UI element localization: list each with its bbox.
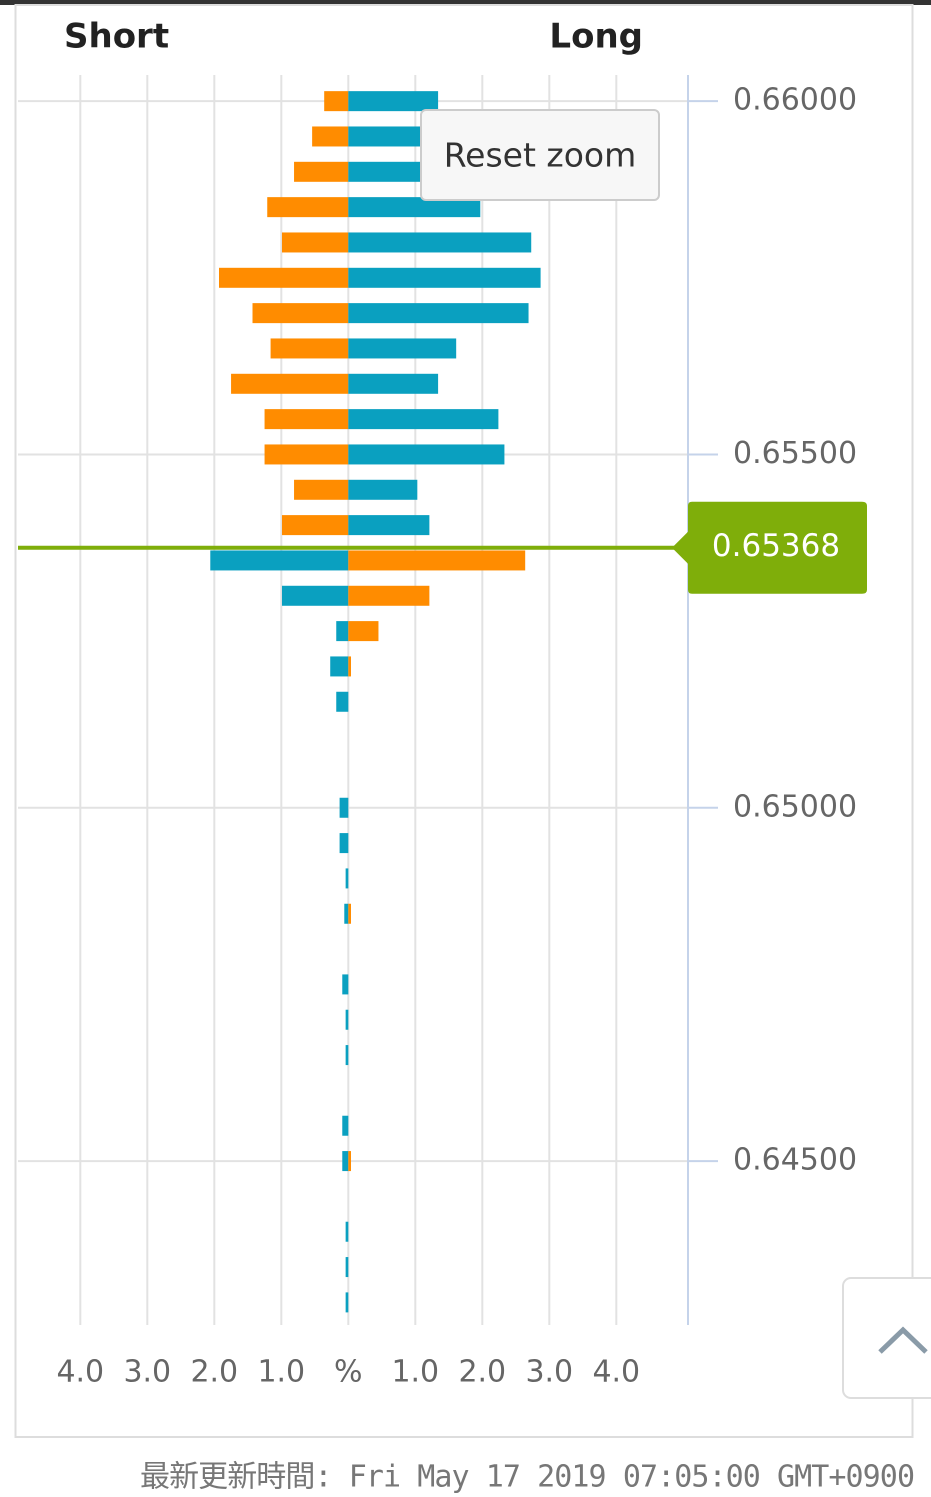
bar [348, 409, 499, 430]
bar [348, 515, 430, 536]
x-tick-label: 1.0 [257, 1355, 305, 1390]
bar [270, 338, 349, 359]
bar [210, 550, 349, 571]
bar [294, 479, 349, 500]
bar [348, 197, 481, 218]
bar [348, 1151, 351, 1172]
bar [267, 197, 349, 218]
header-long: Long [549, 17, 643, 57]
bar [231, 373, 349, 394]
bar [345, 868, 349, 889]
bar [348, 267, 541, 288]
y-tick-label: 0.64500 [733, 1143, 857, 1178]
header-short: Short [64, 17, 169, 57]
y-tick-label: 0.66000 [733, 83, 857, 118]
bar [345, 1009, 349, 1030]
y-tick-label: 0.65500 [733, 436, 857, 471]
bar [348, 161, 423, 182]
bar [345, 1292, 349, 1313]
current-price-box [672, 501, 867, 594]
x-tick-label: 4.0 [56, 1355, 104, 1390]
bar [281, 515, 349, 536]
bar [330, 656, 349, 677]
bar [219, 267, 349, 288]
bar [339, 833, 349, 854]
bar [342, 974, 349, 995]
button-label[interactable]: Reset zoom [444, 136, 637, 175]
bar [264, 444, 349, 465]
bar [348, 444, 505, 465]
current-price-label: 0.65368 [712, 528, 840, 564]
bar [294, 161, 349, 182]
bar [348, 585, 430, 606]
bar [348, 373, 439, 394]
bar [342, 1115, 349, 1136]
bar [345, 1221, 349, 1242]
bar [348, 479, 418, 500]
bar [348, 126, 423, 147]
button-bg [420, 109, 660, 201]
scroll-top[interactable] [842, 1277, 931, 1399]
bar [348, 232, 532, 253]
bar [342, 1151, 349, 1172]
bar [345, 1045, 349, 1066]
x-tick-label: 2.0 [458, 1355, 506, 1390]
chevron [878, 1326, 928, 1354]
bar [336, 691, 349, 712]
bar [345, 1257, 349, 1278]
x-tick-label: 2.0 [190, 1355, 238, 1390]
bar [348, 903, 351, 924]
footer: 最新更新時間: Fri May 17 2019 07:05:00 GMT+090… [140, 1460, 915, 1494]
bar [339, 797, 349, 818]
scroll-top-bg[interactable] [842, 1277, 931, 1399]
bar [281, 585, 349, 606]
bar [281, 232, 349, 253]
panel [14, 4, 914, 1438]
bar [348, 656, 351, 677]
bar [348, 338, 457, 359]
x-tick-label: 1.0 [391, 1355, 439, 1390]
x-tick-label: 4.0 [592, 1355, 640, 1390]
x-tick-label: 3.0 [525, 1355, 573, 1390]
y-tick-label: 0.65000 [733, 789, 857, 824]
bar [348, 91, 439, 112]
bar [348, 621, 379, 642]
bar [264, 409, 349, 430]
x-tick-label: 3.0 [123, 1355, 171, 1390]
bar [348, 303, 529, 324]
bar [312, 126, 349, 147]
bar [336, 621, 349, 642]
bar [252, 303, 349, 324]
x-tick-label: % [334, 1355, 363, 1390]
top-bar [0, 0, 931, 5]
reset-zoom-button[interactable]: Reset zoom [420, 109, 660, 201]
bar [324, 91, 349, 112]
bar [348, 550, 526, 571]
bar [344, 903, 349, 924]
